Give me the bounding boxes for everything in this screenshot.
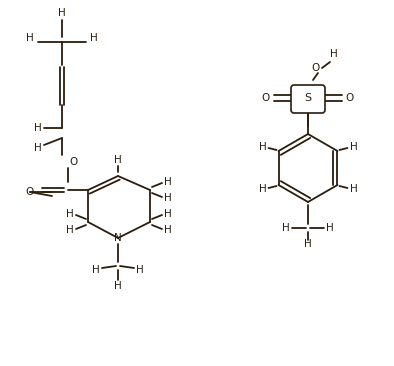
Text: H: H [26, 33, 34, 43]
Text: O: O [262, 93, 270, 103]
Text: H: H [282, 223, 290, 233]
FancyBboxPatch shape [291, 85, 325, 113]
Text: H: H [304, 239, 312, 249]
Text: H: H [330, 49, 338, 59]
Text: H: H [34, 143, 42, 153]
Text: H: H [58, 8, 66, 18]
Text: H: H [326, 223, 334, 233]
Text: O: O [312, 63, 320, 73]
Text: H: H [92, 265, 100, 275]
Text: N: N [114, 233, 122, 243]
Text: H: H [164, 177, 172, 187]
Text: S: S [305, 93, 312, 103]
Text: H: H [34, 123, 42, 133]
Text: H: H [114, 281, 122, 291]
Text: H: H [259, 184, 266, 194]
Text: H: H [90, 33, 98, 43]
Text: H: H [114, 155, 122, 165]
Text: H: H [164, 225, 172, 235]
Text: H: H [259, 142, 266, 152]
Text: O: O [26, 187, 34, 197]
Text: H: H [349, 184, 357, 194]
Text: H: H [136, 265, 144, 275]
Text: H: H [66, 209, 74, 219]
Text: O: O [70, 157, 78, 167]
Text: H: H [164, 193, 172, 203]
Text: H: H [66, 225, 74, 235]
Text: H: H [349, 142, 357, 152]
Text: H: H [164, 209, 172, 219]
Text: O: O [346, 93, 354, 103]
